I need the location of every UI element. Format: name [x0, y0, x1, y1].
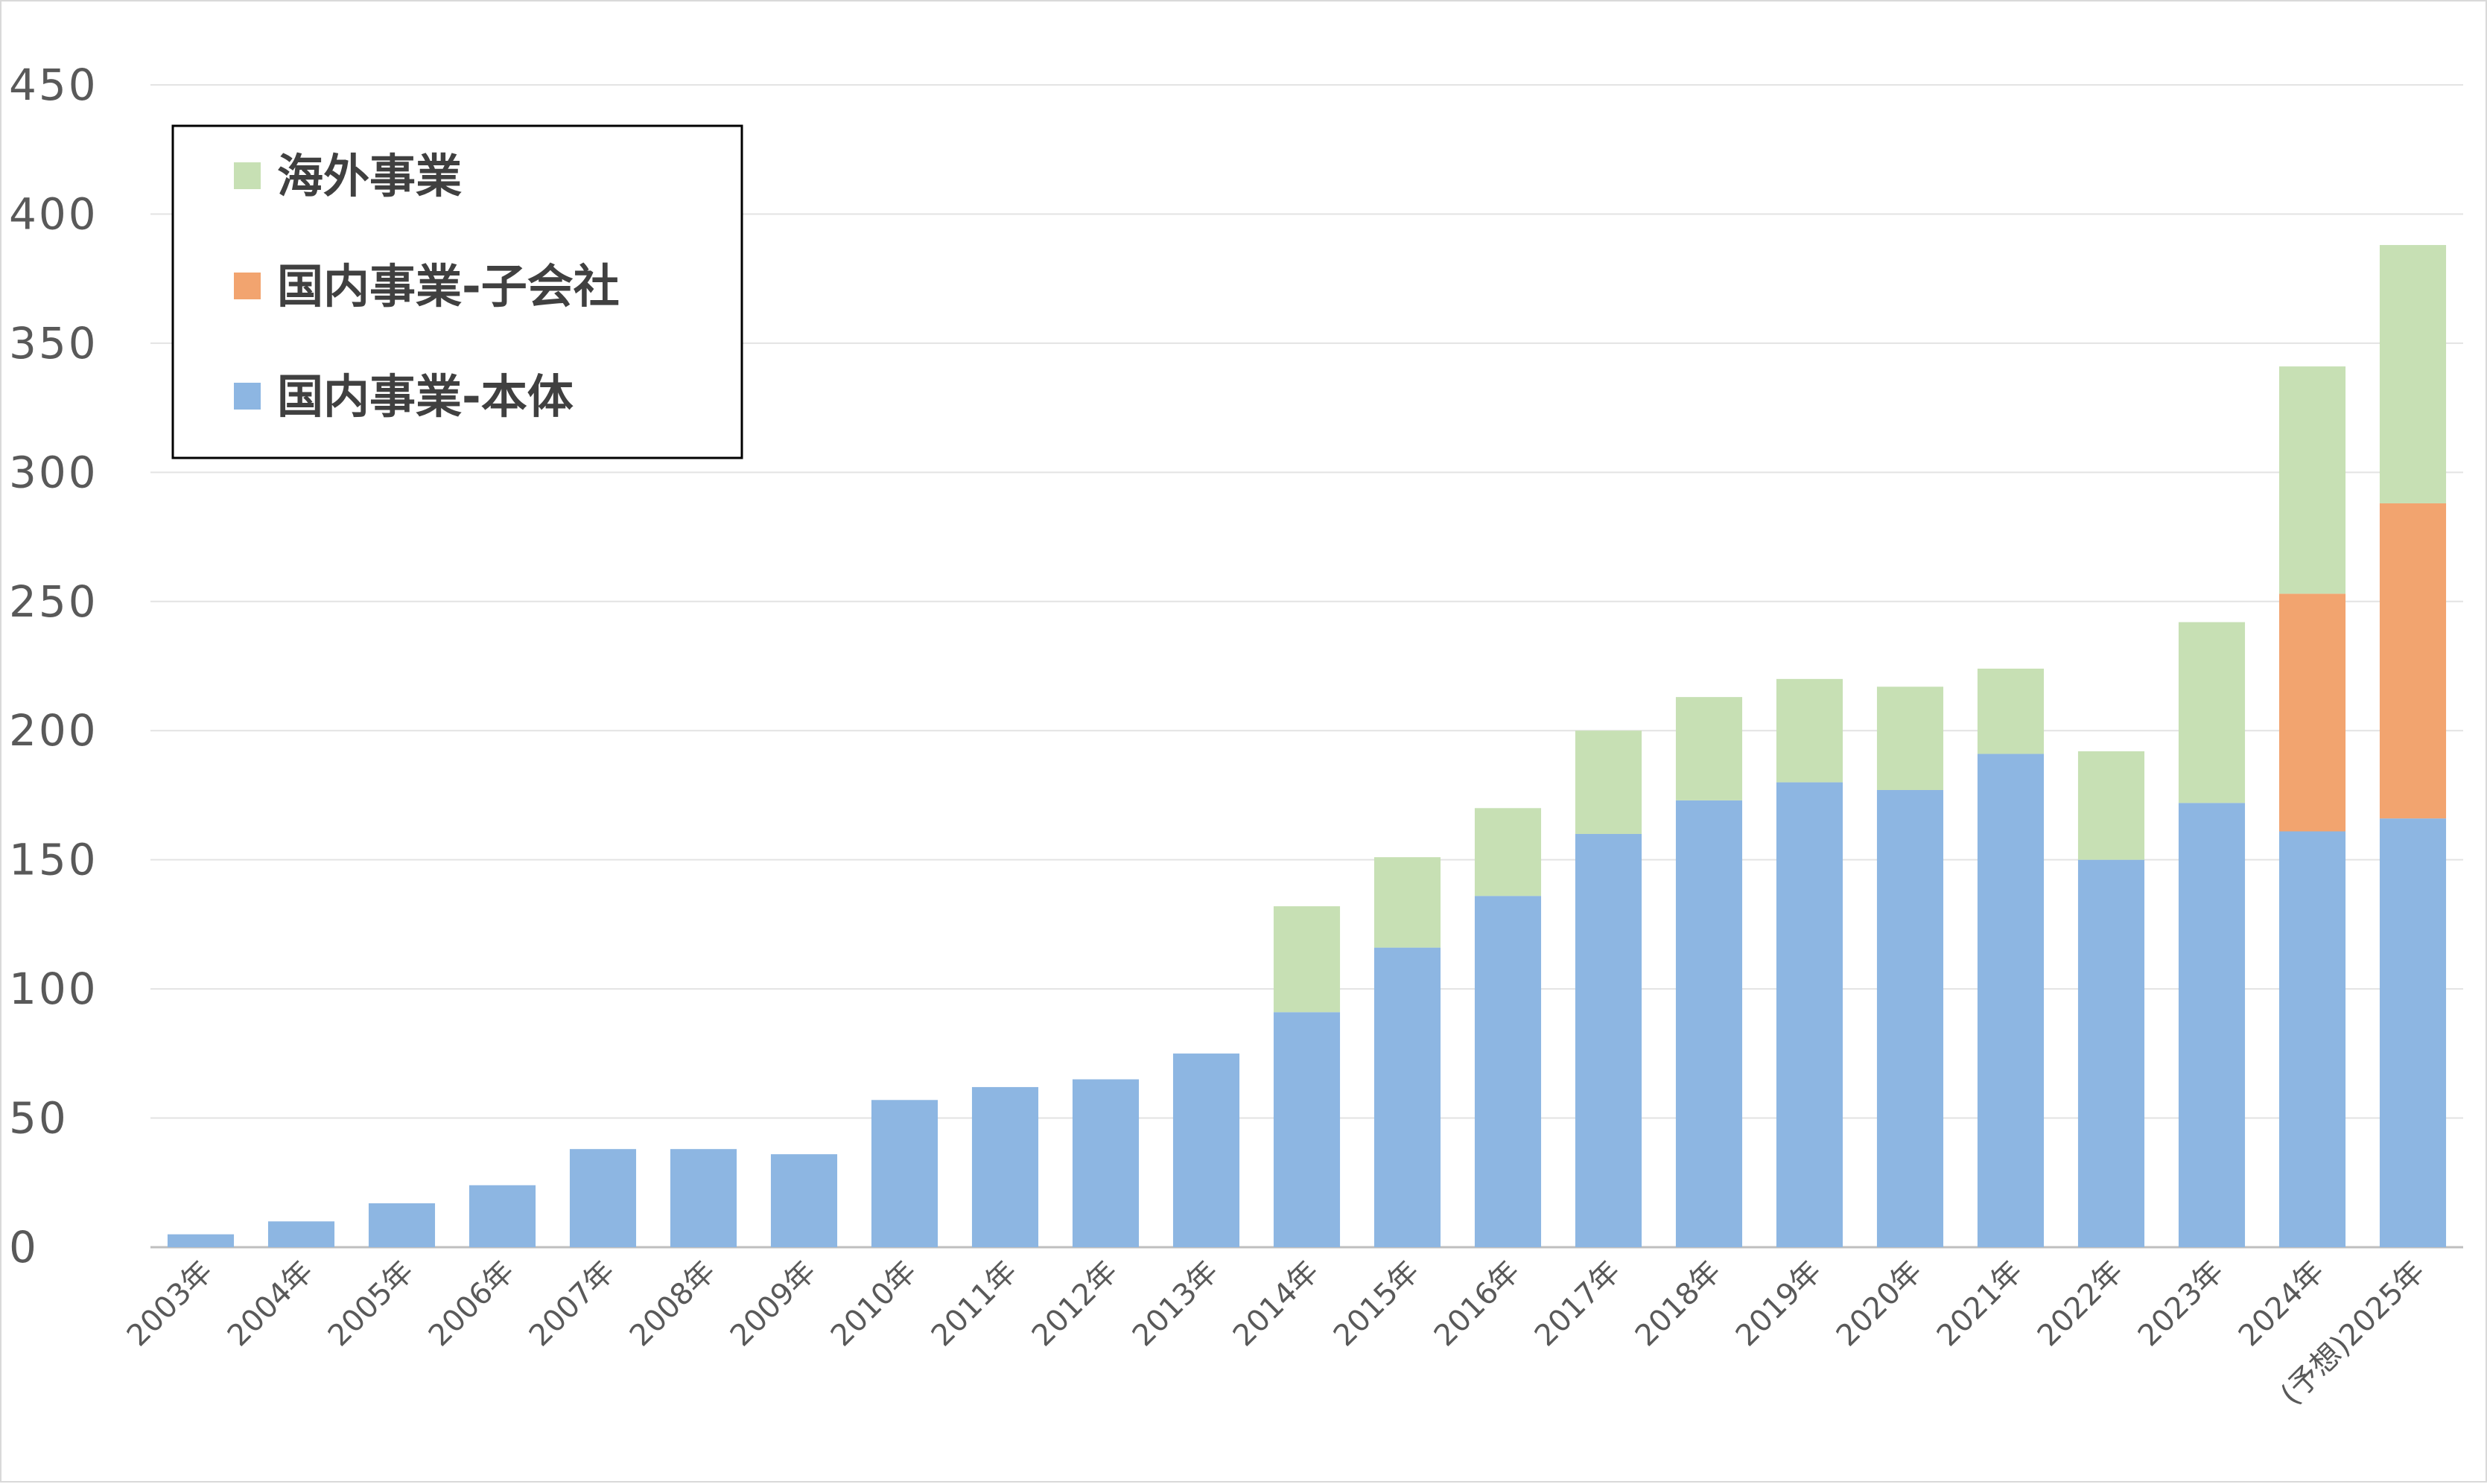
bar-segment: [2278, 831, 2346, 1247]
legend-label: 国内事業-本体: [277, 369, 574, 424]
y-tick-label: 400: [9, 188, 98, 239]
y-tick-label: 450: [9, 60, 98, 110]
x-tick-label: 2024年: [2232, 1255, 2331, 1354]
x-tick-label: 2009年: [724, 1255, 823, 1354]
bar-segment: [670, 1149, 737, 1247]
bar-segment: [267, 1221, 335, 1247]
y-tick-label: 150: [9, 835, 98, 885]
legend-label: 国内事業-子会社: [277, 259, 620, 313]
x-tick-label: 2005年: [322, 1255, 421, 1354]
gridlines: [150, 84, 2463, 1249]
bar-segment: [569, 1149, 637, 1247]
bar-segment: [1373, 947, 1441, 1247]
bar-segment: [2379, 503, 2447, 819]
x-tick-label: 2021年: [1931, 1255, 2030, 1354]
y-tick-label: 300: [9, 447, 98, 497]
x-tick-label: 2012年: [1026, 1255, 1125, 1354]
bar-segment: [770, 1154, 838, 1247]
bar-segment: [1776, 678, 1843, 783]
bar-segment: [971, 1086, 1039, 1247]
bar-segment: [1072, 1079, 1140, 1247]
x-tick-label: 2018年: [1629, 1255, 1728, 1354]
x-tick-label: 2010年: [825, 1255, 924, 1354]
x-tick-label: 2013年: [1126, 1255, 1225, 1354]
y-axis-ticks: 0 50 100 150 200 250 300 350 400 450: [9, 60, 98, 1273]
x-tick-label: 2003年: [121, 1255, 220, 1354]
legend-swatch: [234, 162, 261, 189]
bar-segment: [2178, 622, 2246, 803]
bar-segment: [2077, 751, 2145, 860]
bar-segment: [2278, 593, 2346, 832]
x-tick-label: 2008年: [623, 1255, 722, 1354]
bar-segment: [2178, 803, 2246, 1247]
legend-label: 海外事業: [277, 149, 462, 203]
x-tick-label: 2016年: [1428, 1255, 1527, 1354]
bar-segment: [1977, 754, 2045, 1247]
bar-segment: [1876, 687, 1944, 791]
bar-segment: [871, 1100, 938, 1247]
bar-segment: [1373, 857, 1441, 948]
bar-segment: [1675, 800, 1743, 1247]
legend-swatch: [234, 383, 261, 410]
bar-segment: [1977, 668, 2045, 754]
x-tick-label: 2011年: [925, 1255, 1024, 1354]
x-tick-label: 2004年: [221, 1255, 320, 1354]
x-tick-label: 2023年: [2132, 1255, 2231, 1354]
bar-segment: [1474, 896, 1542, 1247]
bar-segment: [1273, 906, 1341, 1013]
bars: [167, 245, 2447, 1247]
bar-segment: [1273, 1012, 1341, 1247]
bar-segment: [1474, 808, 1542, 897]
y-tick-label: 0: [9, 1222, 39, 1273]
bar-segment: [1876, 790, 1944, 1247]
bar-segment: [1172, 1053, 1240, 1247]
y-tick-label: 250: [9, 576, 98, 627]
bar-segment: [2379, 245, 2447, 503]
x-tick-label: 2007年: [523, 1255, 622, 1354]
x-tick-label: 2020年: [1830, 1255, 1929, 1354]
y-tick-label: 50: [9, 1093, 69, 1144]
x-tick-label: 2022年: [2031, 1255, 2130, 1354]
x-tick-label: 2006年: [422, 1255, 521, 1354]
x-tick-label: 2019年: [1730, 1255, 1829, 1354]
y-tick-label: 200: [9, 705, 98, 756]
bar-segment: [2379, 818, 2447, 1247]
bar-segment: [2278, 366, 2346, 594]
bar-segment: [1575, 730, 1642, 834]
bar-segment: [167, 1234, 235, 1247]
bar-segment: [1675, 697, 1743, 800]
y-tick-label: 100: [9, 964, 98, 1014]
legend-swatch: [234, 273, 261, 299]
bar-segment: [2077, 859, 2145, 1247]
x-tick-label: 2017年: [1528, 1255, 1627, 1354]
bar-segment: [1575, 833, 1642, 1247]
x-axis-ticks: 2003年 2004年 2005年 2006年 2007年 2008年 2009年 2010年…: [121, 1255, 2432, 1412]
x-tick-label: 2015年: [1327, 1255, 1426, 1354]
bar-segment: [469, 1185, 536, 1247]
bar-segment: [1776, 782, 1843, 1247]
y-tick-label: 350: [9, 318, 98, 369]
legend-box: [171, 124, 743, 459]
x-tick-label: 2014年: [1227, 1255, 1326, 1354]
bar-segment: [368, 1203, 436, 1247]
